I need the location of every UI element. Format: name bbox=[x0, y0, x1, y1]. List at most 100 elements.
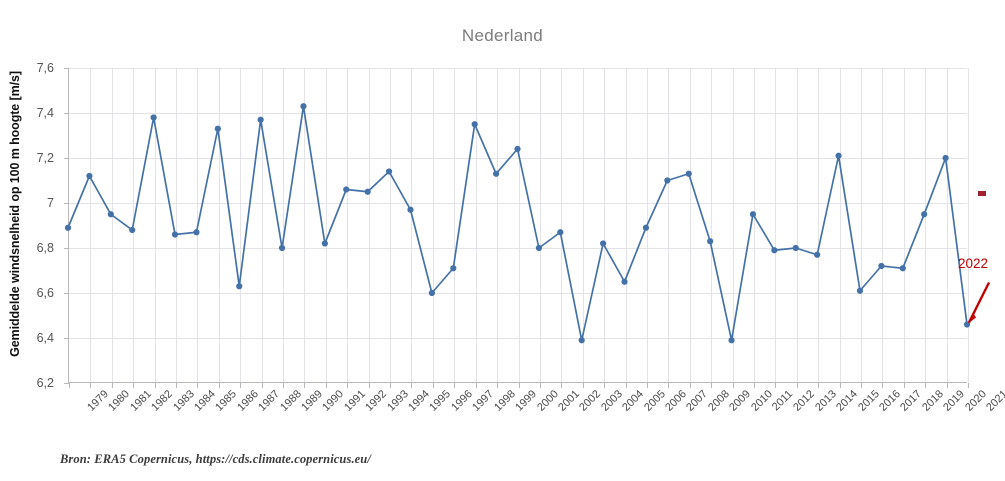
x-axis-tick-label: 1999 bbox=[513, 388, 540, 414]
x-axis-tick-label: 2017 bbox=[898, 388, 925, 414]
x-axis-tick-mark bbox=[711, 383, 713, 388]
x-axis-tick-label: 1984 bbox=[192, 388, 218, 414]
x-axis-tick-label: 2005 bbox=[641, 388, 668, 414]
x-axis-tick-mark bbox=[197, 383, 199, 388]
y-axis-tick-label: 7 bbox=[47, 196, 54, 210]
gridline-vertical bbox=[753, 68, 755, 382]
gridline-vertical bbox=[218, 68, 220, 382]
x-axis-tick-label: 2016 bbox=[877, 388, 903, 414]
gridline-vertical bbox=[197, 68, 199, 382]
x-axis-tick-label: 1998 bbox=[491, 388, 518, 414]
gridline-vertical bbox=[304, 68, 306, 382]
x-axis-tick-label: 1997 bbox=[470, 388, 497, 414]
x-axis-tick-label: 2001 bbox=[556, 388, 582, 414]
x-axis-tick-mark bbox=[646, 383, 648, 388]
x-axis-tick-mark bbox=[154, 383, 156, 388]
x-axis-tick-mark bbox=[347, 383, 349, 388]
x-axis-tick-label: 2004 bbox=[620, 388, 647, 414]
x-axis-tick-mark bbox=[218, 383, 220, 388]
gridline-vertical bbox=[133, 68, 135, 382]
x-axis-tick-label: 1981 bbox=[127, 388, 154, 414]
gridline-vertical bbox=[860, 68, 862, 382]
x-axis-tick-mark bbox=[90, 383, 92, 388]
y-axis-tick-label: 6,6 bbox=[36, 286, 54, 300]
x-axis-tick-label: 2015 bbox=[855, 388, 882, 414]
gridline-vertical bbox=[839, 68, 841, 382]
x-axis-tick-mark bbox=[625, 383, 627, 388]
gridline-vertical bbox=[325, 68, 327, 382]
x-axis-tick-label: 1982 bbox=[149, 388, 176, 414]
x-axis-tick-label: 2010 bbox=[748, 388, 775, 414]
y-axis-tick-mark bbox=[64, 203, 69, 204]
y-axis-tick-mark bbox=[64, 248, 69, 249]
gridline-vertical bbox=[111, 68, 113, 382]
gridline-vertical bbox=[347, 68, 349, 382]
x-axis-tick-label: 1995 bbox=[427, 388, 454, 414]
gridline-vertical bbox=[925, 68, 927, 382]
red-marker-icon bbox=[978, 191, 986, 196]
x-axis-tick-mark bbox=[240, 383, 242, 388]
gridline-vertical bbox=[689, 68, 691, 382]
x-axis-tick-mark bbox=[390, 383, 392, 388]
x-axis-tick-label: 2000 bbox=[534, 388, 561, 414]
gridline-vertical bbox=[646, 68, 648, 382]
x-axis-tick-mark bbox=[411, 383, 413, 388]
gridline-vertical bbox=[732, 68, 734, 382]
chart-title: Nederland bbox=[461, 26, 544, 45]
gridline-vertical bbox=[240, 68, 242, 382]
annotation-arrowhead-2022 bbox=[968, 312, 976, 324]
gridline-vertical bbox=[454, 68, 456, 382]
x-axis-tick-label: 2013 bbox=[812, 388, 839, 414]
x-axis-tick-mark bbox=[283, 383, 285, 388]
gridline-vertical bbox=[882, 68, 884, 382]
gridline-vertical bbox=[711, 68, 713, 382]
gridline-vertical bbox=[668, 68, 670, 382]
gridline-vertical bbox=[604, 68, 606, 382]
gridline-horizontal bbox=[69, 68, 967, 69]
y-axis-tick-mark bbox=[64, 158, 69, 159]
x-axis-tick-mark bbox=[604, 383, 606, 388]
y-axis-tick-mark bbox=[64, 338, 69, 339]
x-axis-tick-mark bbox=[518, 383, 520, 388]
gridline-vertical bbox=[625, 68, 627, 382]
x-axis-tick-mark bbox=[796, 383, 798, 388]
y-axis-tick-label: 7,4 bbox=[36, 106, 54, 120]
gridline-vertical bbox=[283, 68, 285, 382]
x-axis-tick-label: 1980 bbox=[106, 388, 133, 414]
x-axis-tick-mark bbox=[860, 383, 862, 388]
x-axis-tick-label: 2002 bbox=[577, 388, 604, 414]
x-axis-tick-label: 1983 bbox=[170, 388, 197, 414]
x-axis-tick-label: 2019 bbox=[941, 388, 968, 414]
x-axis-tick-mark bbox=[903, 383, 905, 388]
gridline-vertical bbox=[497, 68, 499, 382]
gridline-vertical bbox=[90, 68, 92, 382]
annotation-2022-label: 2022 bbox=[958, 256, 989, 271]
x-axis-tick-mark bbox=[689, 383, 691, 388]
x-axis-tick-mark bbox=[475, 383, 477, 388]
x-axis-tick-label: 1992 bbox=[363, 388, 390, 414]
x-axis-tick-mark bbox=[261, 383, 263, 388]
x-axis-tick-mark bbox=[732, 383, 734, 388]
x-axis-tick-mark bbox=[818, 383, 820, 388]
gridline-vertical bbox=[903, 68, 905, 382]
x-axis-tick-mark bbox=[946, 383, 948, 388]
gridline-vertical bbox=[432, 68, 434, 382]
x-axis-tick-label: 2011 bbox=[769, 388, 796, 414]
source-caption: Bron: ERA5 Copernicus, https://cds.clima… bbox=[60, 452, 371, 466]
x-axis-tick-label: 2008 bbox=[705, 388, 732, 414]
gridline-vertical bbox=[968, 68, 969, 382]
gridline-vertical bbox=[411, 68, 413, 382]
x-axis-tick-mark bbox=[304, 383, 306, 388]
x-axis-tick-label: 1991 bbox=[342, 388, 368, 414]
x-axis-tick-mark bbox=[111, 383, 113, 388]
x-axis-tick-mark bbox=[497, 383, 499, 388]
x-axis-tick-labels: 1979 1980 1981 1982 1983 1984 1985 1986 1987 1988… bbox=[68, 388, 1005, 448]
x-axis-tick-label: 2012 bbox=[791, 388, 818, 414]
gridline-vertical bbox=[582, 68, 584, 382]
plot-area bbox=[64, 68, 969, 388]
annotation-arrow-2022 bbox=[967, 281, 991, 324]
y-axis-tick-mark bbox=[64, 383, 69, 384]
y-axis-tick-label: 7,6 bbox=[36, 61, 54, 75]
y-axis-tick-mark bbox=[64, 293, 69, 294]
gridline-vertical bbox=[176, 68, 178, 382]
